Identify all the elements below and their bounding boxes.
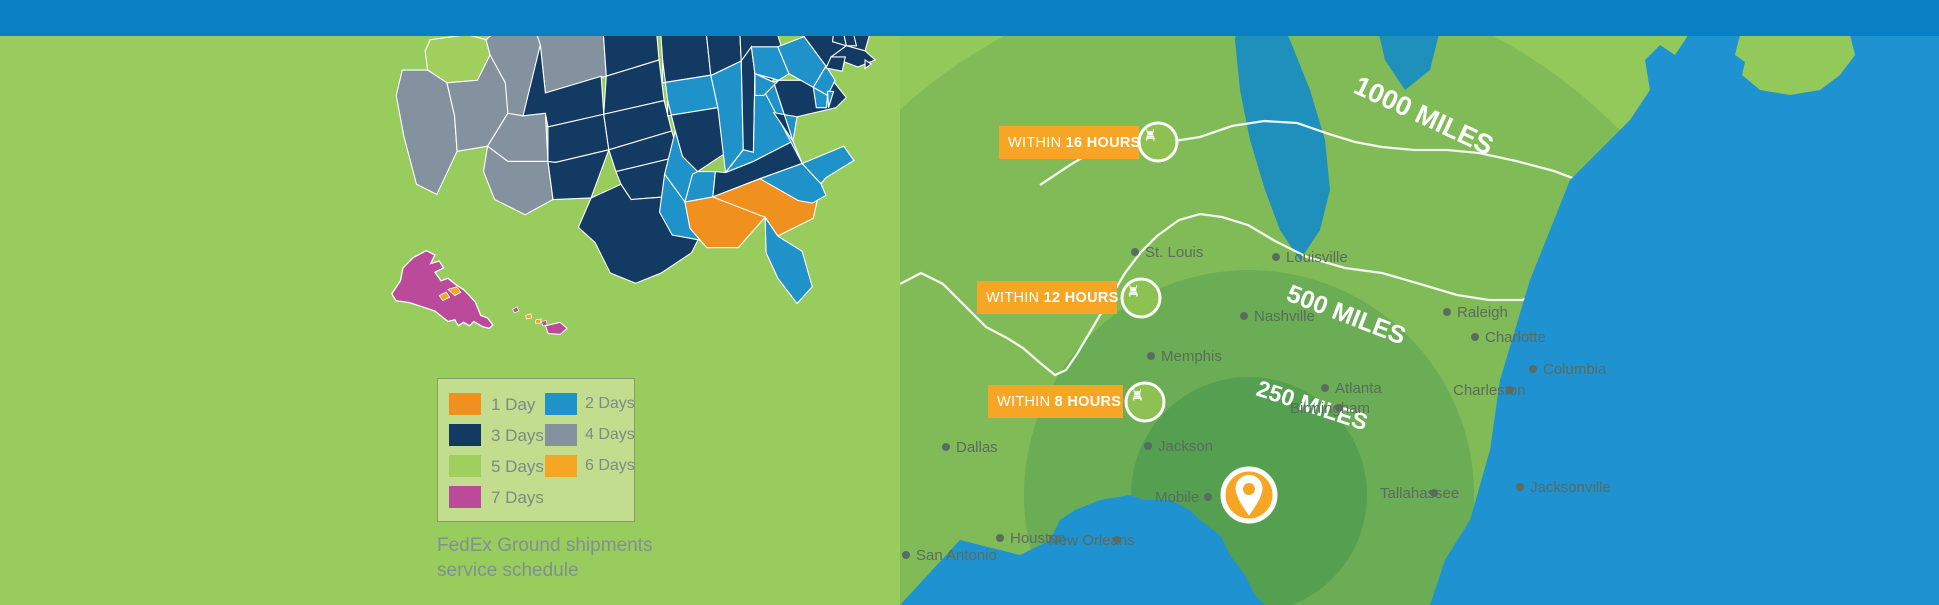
- svg-text:Tallahassee: Tallahassee: [1380, 485, 1459, 502]
- svg-text:Raleigh: Raleigh: [1457, 304, 1508, 321]
- svg-text:Louisville: Louisville: [1286, 249, 1348, 266]
- svg-text:Jackson: Jackson: [1158, 438, 1213, 455]
- svg-text:Dallas: Dallas: [956, 439, 998, 456]
- svg-text:New Orleans: New Orleans: [1048, 532, 1135, 549]
- svg-text:WITHIN 8 HOURS: WITHIN 8 HOURS: [997, 394, 1121, 410]
- svg-text:Nashville: Nashville: [1254, 308, 1315, 325]
- svg-text:WITHIN 12 HOURS: WITHIN 12 HOURS: [986, 290, 1119, 306]
- svg-text:Birmingham: Birmingham: [1290, 400, 1370, 417]
- svg-text:WITHIN 16 HOURS: WITHIN 16 HOURS: [1008, 135, 1141, 151]
- svg-text:Jacksonville: Jacksonville: [1530, 479, 1611, 496]
- svg-text:Charlotte: Charlotte: [1485, 329, 1546, 346]
- svg-text:Charleston: Charleston: [1453, 382, 1526, 399]
- svg-text:Memphis: Memphis: [1161, 348, 1222, 365]
- svg-text:Columbia: Columbia: [1543, 361, 1607, 378]
- svg-text:Atlanta: Atlanta: [1335, 380, 1382, 397]
- svg-text:St. Louis: St. Louis: [1145, 244, 1203, 261]
- svg-text:San Antonio: San Antonio: [916, 547, 997, 564]
- svg-text:Mobile: Mobile: [1155, 489, 1199, 506]
